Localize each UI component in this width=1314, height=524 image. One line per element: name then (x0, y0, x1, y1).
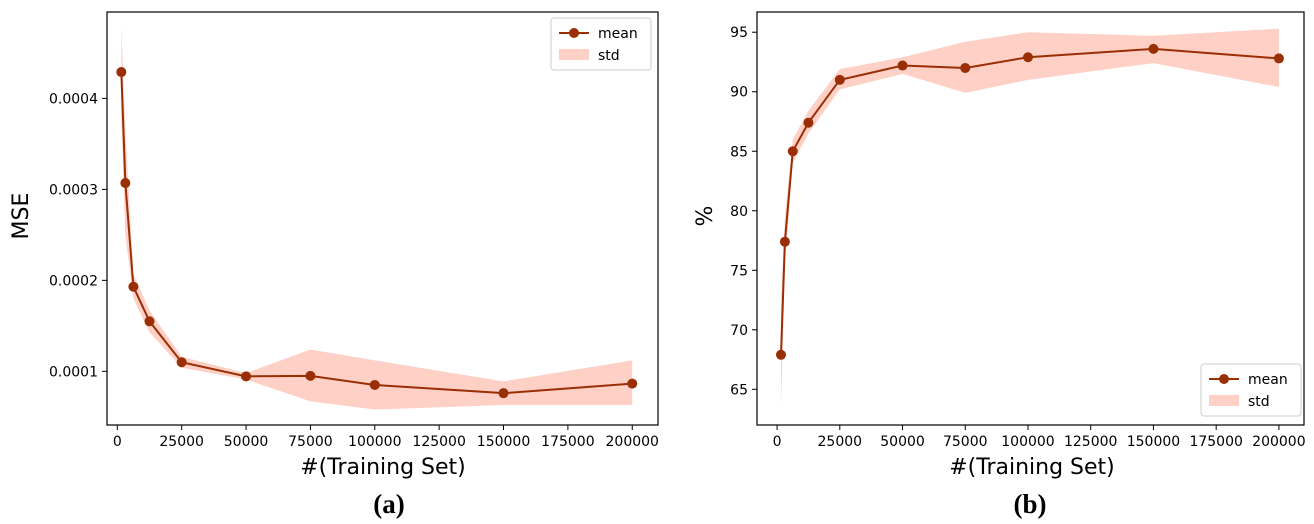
y-tick-label: 0.0004 (49, 91, 98, 107)
y-tick-label: 0.0003 (49, 182, 98, 198)
y-tick-label: 0.0001 (49, 364, 98, 380)
data-point (897, 60, 908, 71)
y-tick-label: 65 (730, 382, 748, 398)
std-band (780, 28, 1279, 408)
legend-label-std: std (1248, 394, 1270, 410)
data-point (369, 379, 380, 390)
y-tick-label: 80 (730, 204, 748, 220)
data-point (803, 117, 814, 128)
x-tick-label: 25000 (818, 434, 863, 450)
data-point (305, 370, 316, 381)
data-point (241, 371, 252, 382)
mean-line (120, 72, 633, 395)
y-tick-label: 0.0002 (49, 273, 98, 289)
legend: mean std (1200, 363, 1302, 417)
data-point (1148, 43, 1159, 54)
data-point (834, 74, 845, 85)
legend-label-mean: mean (598, 26, 638, 42)
x-tick-label: 100000 (1001, 434, 1054, 450)
x-tick-label: 75000 (943, 434, 988, 450)
x-tick-label: 175000 (541, 434, 594, 450)
legend-label-std: std (598, 48, 620, 64)
data-point (779, 236, 790, 247)
data-point (775, 349, 786, 360)
legend-band-swatch (559, 49, 589, 60)
x-tick-label: 150000 (1127, 434, 1180, 450)
x-tick-label: 0 (773, 434, 782, 450)
y-axis-title: % (693, 206, 718, 227)
data-point (498, 388, 509, 399)
y-axis-title: MSE (9, 193, 34, 240)
x-tick-label: 25000 (159, 434, 204, 450)
panel-label-b: (b) (1014, 489, 1047, 519)
std-band (121, 26, 633, 410)
legend: mean std (550, 17, 652, 71)
x-tick-label: 200000 (1252, 434, 1305, 450)
data-point (627, 378, 638, 389)
mean-line (779, 47, 1279, 355)
y-tick-label: 70 (730, 323, 748, 339)
data-point (144, 316, 155, 327)
y-tick-label: 90 (730, 85, 748, 101)
legend-label-mean: mean (1248, 372, 1288, 388)
plot-frame (756, 11, 1305, 426)
x-tick-label: 75000 (288, 434, 333, 450)
x-axis-title: #(Training Set) (949, 455, 1115, 480)
x-tick-label: 125000 (1064, 434, 1117, 450)
x-tick-label: 50000 (880, 434, 925, 450)
data-point (116, 67, 127, 78)
y-tick-label: 75 (730, 263, 748, 279)
x-tick-label: 0 (113, 434, 122, 450)
chart-b: (b) 0 25000 50000 75000 100000 125000 150000 17… (693, 11, 1306, 519)
x-tick-label: 100000 (348, 434, 401, 450)
x-tick-label: 150000 (477, 434, 530, 450)
legend-marker-swatch (569, 28, 579, 38)
chart-a: (a) 0 25000 50000 75000 100000 125000 150000 17… (9, 11, 659, 519)
legend-band-swatch (1209, 395, 1239, 406)
data-point (120, 178, 131, 189)
data-point (787, 146, 798, 157)
plot-frame (106, 11, 659, 426)
panel-label-a: (a) (373, 489, 404, 519)
x-tick-label: 175000 (1189, 434, 1242, 450)
data-point (960, 62, 971, 73)
y-tick-label: 85 (730, 144, 748, 160)
data-point (176, 357, 187, 368)
data-point (128, 281, 139, 292)
x-tick-label: 125000 (412, 434, 465, 450)
y-tick-label: 95 (730, 25, 748, 41)
data-point (1273, 53, 1284, 64)
legend-marker-swatch (1219, 374, 1229, 384)
data-point (1022, 52, 1033, 63)
x-tick-label: 200000 (606, 434, 659, 450)
x-axis-title: #(Training Set) (300, 455, 466, 480)
x-tick-label: 50000 (224, 434, 269, 450)
